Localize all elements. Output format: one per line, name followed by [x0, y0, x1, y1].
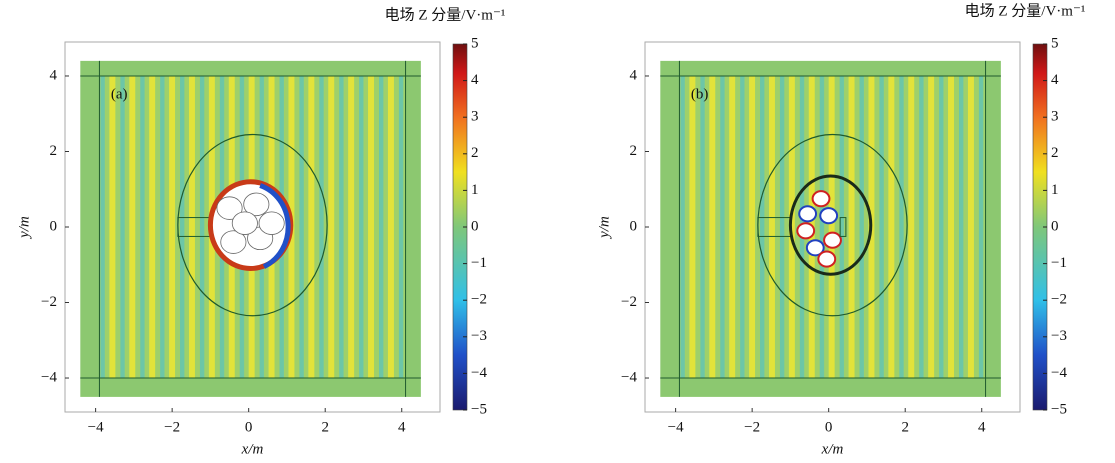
field-lobe: [232, 212, 257, 235]
x-tick-label: −4: [88, 419, 104, 435]
x-tick-label: 4: [398, 419, 406, 435]
colorbar-title: 电场 Z 分量/V·m⁻¹: [965, 2, 1086, 19]
field-lobe: [820, 208, 837, 223]
y-tick-label: 4: [50, 67, 58, 83]
colorbar-tick-label: 3: [471, 109, 479, 125]
figure: (a) −4 −2 0 2 4 −4 −2 0 2 4 x/m y/m −5 −4 −3 −2 −1 0 1 2 3 4 5 电…: [0, 0, 1115, 463]
x-tick-label: 2: [901, 419, 909, 435]
colorbar-tick-label: 4: [471, 72, 479, 88]
colorbar-tick-label: −3: [471, 328, 487, 344]
colorbar-tick-label: −5: [471, 401, 487, 417]
colorbar-tick-label: −1: [471, 255, 487, 271]
x-tick-label: −2: [164, 419, 180, 435]
y-tick-label: 2: [630, 143, 638, 159]
x-tick-label: −2: [744, 419, 760, 435]
colorbar-tick-label: 2: [1051, 145, 1059, 161]
colorbar-tick-label: 5: [471, 35, 479, 51]
field-lobe: [259, 212, 284, 235]
colorbar-tick-label: 1: [1051, 182, 1059, 198]
x-tick-label: 0: [825, 419, 833, 435]
y-tick-label: −2: [621, 294, 637, 310]
x-tick-label: 2: [321, 419, 329, 435]
colorbar-tick-label: 1: [471, 182, 479, 198]
field-lobe: [818, 252, 835, 267]
colorbar-tick-label: −4: [1051, 365, 1067, 381]
colorbar-tick-label: −3: [1051, 328, 1067, 344]
colorbar-tick-label: −2: [1051, 292, 1067, 308]
field-lobe: [824, 233, 841, 248]
x-tick-label: 0: [245, 419, 253, 435]
field-lobe: [813, 191, 830, 206]
colorbar-title: 电场 Z 分量/V·m⁻¹: [385, 6, 506, 23]
panel-label: (a): [111, 86, 128, 102]
y-axis-label: y/m: [16, 216, 32, 240]
colorbar-tick-label: 0: [1051, 218, 1059, 234]
field-lobe: [799, 206, 816, 221]
y-tick-label: 2: [50, 143, 58, 159]
y-tick-label: −4: [41, 369, 57, 385]
y-tick-label: 4: [630, 67, 638, 83]
colorbar-tick-label: 0: [471, 218, 479, 234]
x-axis-label: x/m: [821, 441, 844, 457]
x-tick-label: 4: [978, 419, 986, 435]
field-lobe: [797, 223, 814, 238]
y-tick-label: 0: [50, 218, 58, 234]
colorbar-tick-label: −4: [471, 365, 487, 381]
colorbar-tick-label: −1: [1051, 255, 1067, 271]
colorbar-tick-label: 4: [1051, 72, 1059, 88]
y-axis-label: y/m: [596, 216, 612, 240]
colorbar-tick-label: 5: [1051, 35, 1059, 51]
colorbar-tick-label: −2: [471, 292, 487, 308]
y-tick-label: −2: [41, 294, 57, 310]
colorbar-tick-label: 2: [471, 145, 479, 161]
colorbar-tick-label: 3: [1051, 109, 1059, 125]
y-tick-label: 0: [630, 218, 638, 234]
colorbar-tick-label: −5: [1051, 401, 1067, 417]
y-tick-label: −4: [621, 369, 637, 385]
x-axis-label: x/m: [241, 441, 264, 457]
panel-label: (b): [691, 86, 709, 102]
x-tick-label: −4: [668, 419, 684, 435]
